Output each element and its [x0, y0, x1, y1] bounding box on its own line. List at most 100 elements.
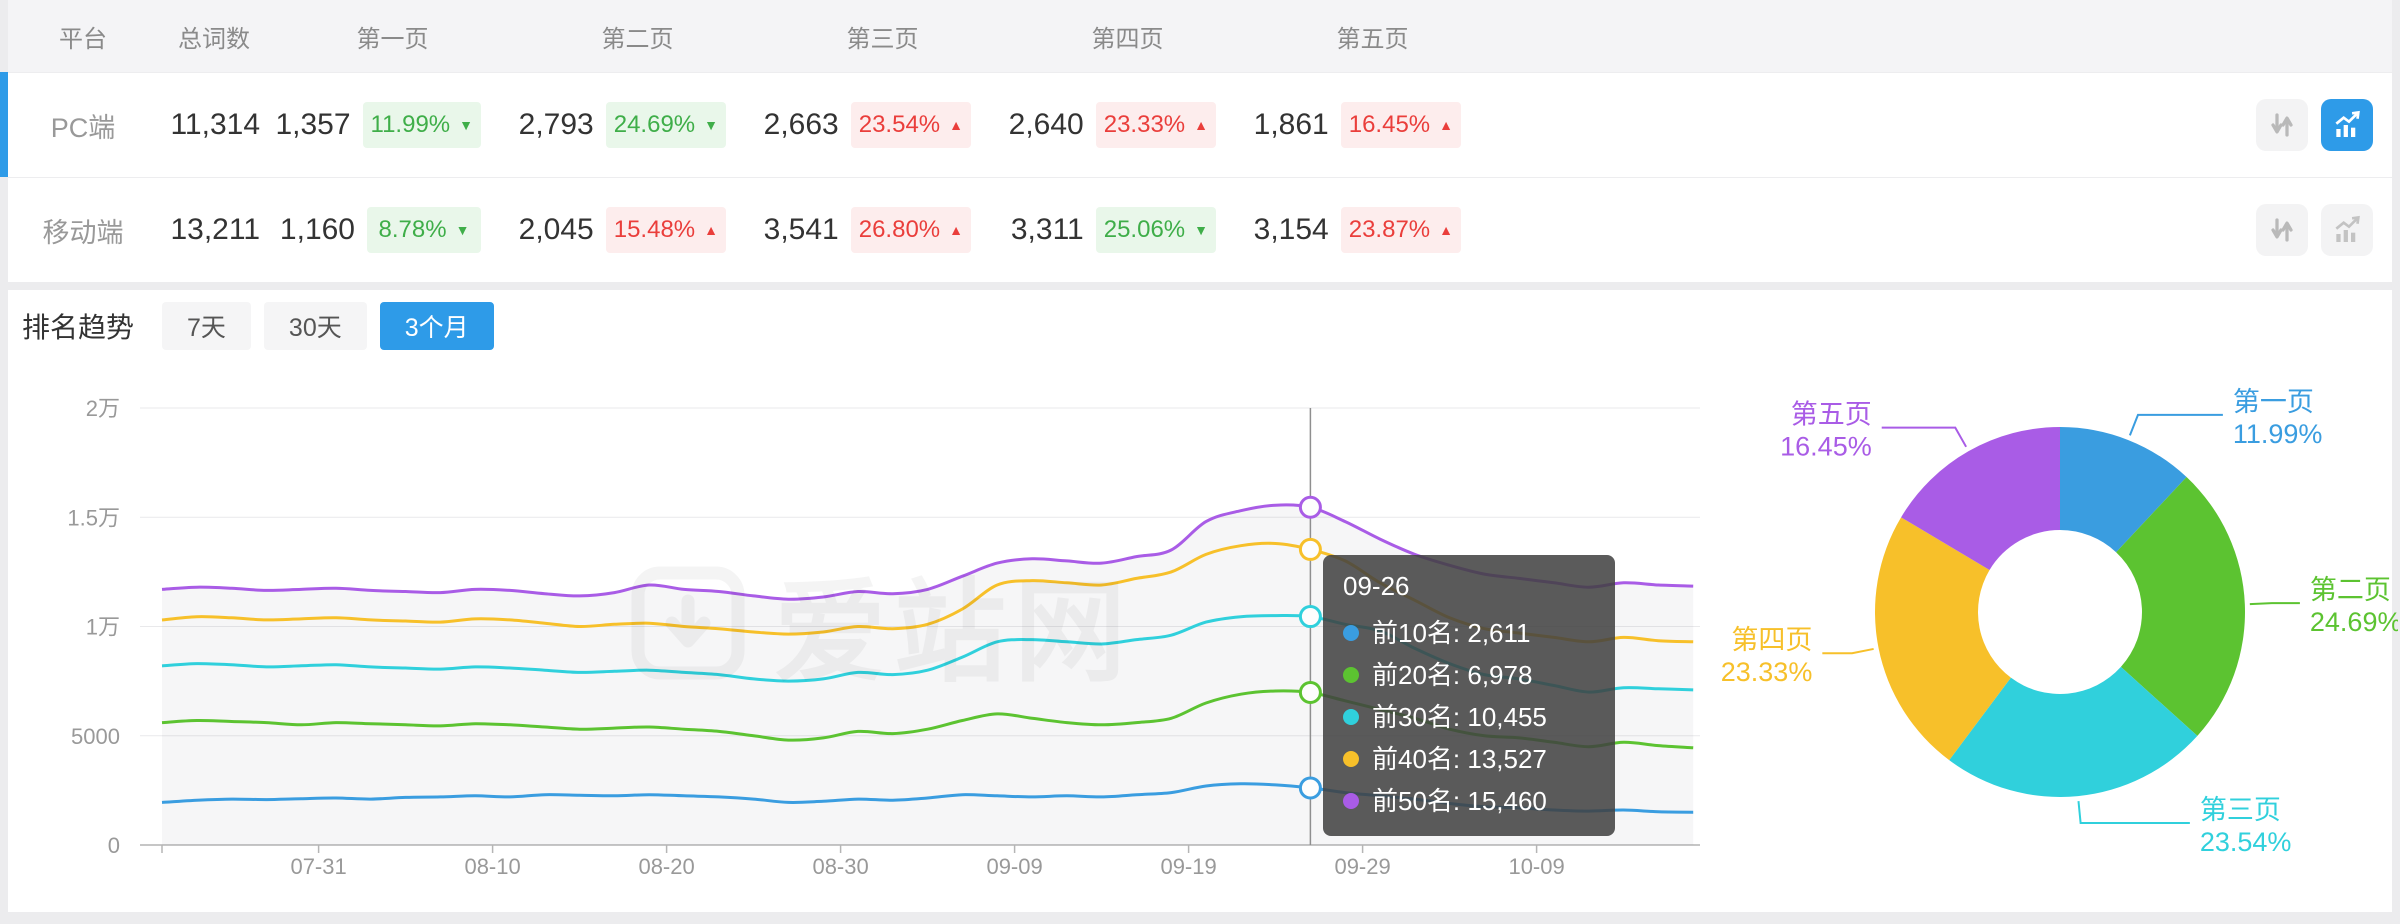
tooltip-item: 前20名: 6,978 — [1343, 654, 1595, 696]
percent-badge: 8.78% ▼ — [367, 207, 481, 253]
tab-3个月[interactable]: 3个月 — [379, 302, 494, 350]
page-count: 1,160 — [279, 213, 355, 246]
tooltip-item: 前40名: 13,527 — [1343, 738, 1595, 780]
donut-label-name: 第五页 — [1791, 400, 1872, 430]
total-words: 13,211 — [170, 213, 260, 246]
donut-slice-第二页[interactable] — [2116, 477, 2245, 736]
series-dot-icon — [1343, 667, 1359, 683]
arrow-up-icon: ▲ — [704, 222, 718, 238]
sort-arrows-button[interactable] — [2256, 99, 2308, 151]
table-row-PC端[interactable]: PC端 11,314 1,357 11.99% ▼ 2,793 24.69% ▼ 2… — [0, 72, 2392, 177]
hover-point-前10名 — [1298, 776, 1322, 800]
hover-point-前40名 — [1298, 537, 1322, 561]
hover-point-前30名 — [1298, 605, 1322, 629]
hover-point-前20名 — [1298, 681, 1322, 705]
percent-badge: 25.06% ▼ — [1095, 207, 1216, 253]
svg-text:08-10: 08-10 — [464, 854, 520, 879]
tab-30天[interactable]: 30天 — [263, 302, 367, 350]
total-words: 11,314 — [170, 108, 260, 141]
arrow-up-icon: ▲ — [949, 117, 963, 133]
tooltip-item: 前10名: 2,611 — [1343, 612, 1595, 654]
page-2-cell: 2,793 24.69% ▼ — [515, 102, 760, 148]
svg-text:08-30: 08-30 — [812, 854, 868, 879]
sort-arrows-icon — [2271, 113, 2293, 137]
donut-label-percent: 11.99% — [2233, 419, 2323, 449]
donut-slice-第三页[interactable] — [1949, 666, 2198, 797]
percent-badge: 24.69% ▼ — [605, 102, 726, 148]
sort-arrows-button[interactable] — [2256, 204, 2308, 256]
page-3-cell: 3,541 26.80% ▲ — [760, 207, 1005, 253]
column-header-page5: 第五页 — [1336, 25, 1409, 53]
donut-label-name: 第二页 — [2310, 575, 2391, 605]
column-header-total: 总词数 — [178, 25, 250, 53]
hover-point-前50名 — [1298, 495, 1322, 519]
page-count: 2,640 — [1008, 108, 1084, 141]
page-1-cell: 1,357 11.99% ▼ — [270, 102, 515, 148]
svg-text:09-29: 09-29 — [1334, 854, 1390, 879]
column-header-page3: 第三页 — [846, 25, 919, 53]
label-leader-line — [2249, 602, 2300, 606]
page-count: 2,663 — [763, 108, 839, 141]
svg-text:1.5万: 1.5万 — [67, 505, 120, 530]
column-header-platform: 平台 — [59, 25, 107, 53]
donut-label-percent: 23.33% — [1721, 657, 1813, 687]
svg-text:09-09: 09-09 — [986, 854, 1042, 879]
percent-badge: 15.48% ▲ — [605, 207, 726, 253]
percent-badge: 23.33% ▲ — [1095, 102, 1216, 148]
page-5-cell: 1,861 16.45% ▲ — [1250, 102, 1495, 148]
donut-label-name: 第三页 — [2200, 795, 2281, 825]
page-count: 3,154 — [1253, 213, 1329, 246]
svg-text:10-09: 10-09 — [1508, 854, 1564, 879]
page-3-cell: 2,663 23.54% ▲ — [760, 102, 1005, 148]
arrow-up-icon: ▲ — [1194, 117, 1208, 133]
chart-tooltip: 09-26 前10名: 2,611 前20名: 6,978 前30名: 10,455… — [1323, 555, 1615, 836]
label-leader-line — [1881, 426, 1967, 448]
arrow-down-icon: ▼ — [455, 222, 470, 238]
arrow-up-icon: ▲ — [949, 222, 963, 238]
arrow-up-icon: ▲ — [1439, 117, 1453, 133]
donut-slice-第一页[interactable] — [2060, 427, 2187, 553]
percent-badge: 23.54% ▲ — [850, 102, 971, 148]
platform-name: 移动端 — [42, 217, 124, 248]
ranking-table-card: 平台 总词数 第一页 第二页 第三页 第四页 第五页 PC端 11,314 1,… — [0, 0, 2392, 282]
trend-chart-icon — [2335, 215, 2360, 242]
page-1-cell: 1,160 8.78% ▼ — [270, 207, 515, 253]
arrow-up-icon: ▲ — [1439, 222, 1453, 238]
column-header-page4: 第四页 — [1091, 25, 1164, 53]
donut-label-percent: 23.54% — [2200, 827, 2292, 857]
platform-name: PC端 — [50, 112, 116, 143]
column-header-page1: 第一页 — [356, 25, 429, 53]
trend-section-title: 排名趋势 — [22, 312, 135, 343]
trend-chart-button[interactable] — [2321, 99, 2373, 151]
donut-label-name: 第一页 — [2233, 387, 2314, 417]
trend-chart-icon — [2335, 110, 2360, 137]
svg-text:2万: 2万 — [86, 396, 120, 421]
page-2-cell: 2,045 15.48% ▲ — [515, 207, 760, 253]
svg-text:5000: 5000 — [71, 724, 120, 749]
percent-badge: 26.80% ▲ — [850, 207, 971, 253]
tooltip-item: 前50名: 15,460 — [1343, 780, 1595, 822]
donut-slice-第五页[interactable] — [1901, 427, 2060, 571]
donut-label-percent: 24.69% — [2310, 607, 2398, 637]
tab-7天[interactable]: 7天 — [162, 302, 251, 350]
series-dot-icon — [1343, 793, 1359, 809]
series-dot-icon — [1343, 625, 1359, 641]
page-count: 3,541 — [763, 213, 839, 246]
arrow-down-icon: ▼ — [459, 117, 473, 133]
arrow-down-icon: ▼ — [704, 117, 718, 133]
page-count: 2,045 — [518, 213, 594, 246]
label-leader-line — [1822, 647, 1874, 655]
page-4-cell: 2,640 23.33% ▲ — [1005, 102, 1250, 148]
svg-text:08-20: 08-20 — [638, 854, 694, 879]
page-count: 2,793 — [518, 108, 594, 141]
series-dot-icon — [1343, 709, 1359, 725]
table-row-移动端[interactable]: 移动端 13,211 1,160 8.78% ▼ 2,045 15.48% ▲ 3,… — [8, 177, 2392, 282]
trend-chart-button[interactable] — [2321, 204, 2373, 256]
page-count: 1,357 — [275, 108, 351, 141]
donut-slice-第四页[interactable] — [1875, 517, 2011, 761]
tooltip-item: 前30名: 10,455 — [1343, 696, 1595, 738]
label-leader-line — [2077, 801, 2190, 824]
column-header-page2: 第二页 — [601, 25, 674, 53]
